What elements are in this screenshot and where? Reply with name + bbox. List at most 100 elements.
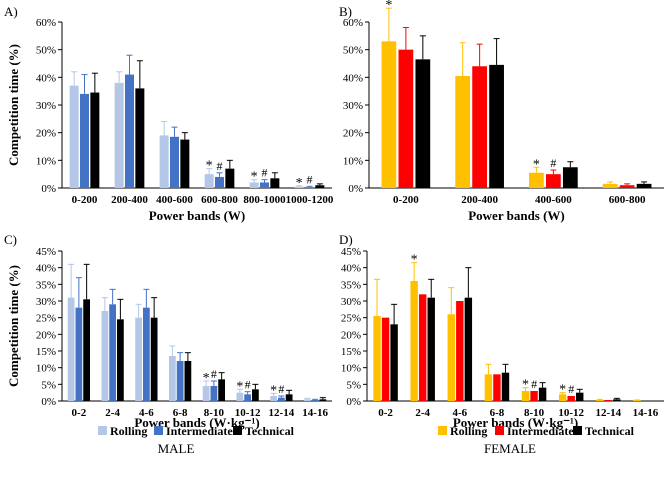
panel-a-bar-rolling <box>294 186 304 188</box>
panel-d-bar-rolling <box>521 391 530 401</box>
panel-d-bar-rolling <box>373 316 381 401</box>
panel-c-ytick-label: 5% <box>41 379 56 391</box>
panel-b-category-label: 600-800 <box>609 194 646 206</box>
panel-c-annotation: * <box>270 383 277 398</box>
panel-a-bar-intermediate <box>80 93 89 188</box>
panel-a-bar-rolling <box>69 85 79 188</box>
panel-d-category-label: 4-6 <box>452 407 467 419</box>
panel-c-bar-intermediate <box>244 394 251 401</box>
panel-c-ytick-label: 15% <box>36 346 56 358</box>
legend-swatch-female-intermediate <box>495 426 504 435</box>
panel-b-bar-intermediate <box>472 66 487 188</box>
panel-b-annotation: * <box>533 157 540 172</box>
panel-b-bar-rolling <box>455 75 471 188</box>
panel-a-bar-technical <box>135 88 145 188</box>
panel-d-category-label: 6-8 <box>490 407 505 419</box>
panel-c-category-label: 2-4 <box>105 407 120 419</box>
panel-b: B) 0% 10% 20% 30% 40% 50% 60% Power bands (W) 0-2… <box>339 0 664 223</box>
panel-b-bar-technical <box>562 167 578 188</box>
panel-a-bar-intermediate <box>260 182 269 188</box>
panel-b-label: B) <box>339 4 352 19</box>
panel-d-label: D) <box>339 232 353 247</box>
panel-a-ytick-label: 0% <box>41 183 56 195</box>
panel-a-category-label: 200-400 <box>111 194 148 206</box>
panel-d-ytick-label: 20% <box>341 329 361 341</box>
panel-c-bar-rolling <box>101 311 109 401</box>
panel-d-bar-technical <box>464 297 473 401</box>
panel-c-category-label: 8-10 <box>204 407 225 419</box>
panel-c-category-label: 6-8 <box>173 407 188 419</box>
legend-swatch-male-intermediate <box>154 426 163 435</box>
panel-d-bar-technical <box>390 324 398 401</box>
panel-d-bar-rolling <box>447 314 455 401</box>
panel-c-bar-rolling <box>236 392 244 401</box>
panel-a-bar-technical <box>225 168 235 188</box>
panel-d-bar-technical <box>576 392 584 401</box>
panel-d-ytick-label: 5% <box>346 379 361 391</box>
panel-a-ytick-label: 50% <box>36 45 56 57</box>
panel-d-bar-rolling <box>558 394 567 401</box>
panel-a-bar-technical <box>90 92 100 188</box>
panel-d-bar-intermediate <box>418 294 427 401</box>
panel-a-ylabel: Competition time (%) <box>6 44 21 166</box>
panel-b-ytick-label: 50% <box>343 45 363 57</box>
panel-b-ytick-label: 10% <box>343 155 363 167</box>
panel-b-bar-intermediate <box>619 185 635 188</box>
panel-c-ytick-label: 0% <box>41 396 56 408</box>
panel-c-ytick-label: 35% <box>36 279 56 291</box>
panel-c-ytick-label: 25% <box>36 313 56 325</box>
panel-c-xlabel: Power bands (W·kg⁻¹) <box>134 415 259 430</box>
panels: A) 0% 10% 20% 30% 40% 50% 60% Competition time (… <box>4 0 664 430</box>
panel-b-bar-rolling <box>529 172 544 188</box>
panel-d-ytick-label: 25% <box>341 313 361 325</box>
legend-label-male-rolling: Rolling <box>110 424 147 438</box>
panel-d-ytick-label: 10% <box>341 363 361 375</box>
legend-male: Rolling Intermediate Technical MALE <box>98 424 295 456</box>
panel-d-bar-technical <box>538 387 547 401</box>
panel-a-annotation: * <box>296 176 303 191</box>
panel-c-bar-rolling <box>303 399 311 401</box>
panel-c-annotation: # <box>245 378 251 392</box>
panel-a-annotation: # <box>217 159 223 173</box>
panel-b-bar-rolling <box>602 183 618 188</box>
legend-label-male-technical: Technical <box>245 424 295 438</box>
panel-c-label: C) <box>4 232 17 247</box>
panel-a-bar-rolling <box>249 182 259 188</box>
panel-d-ytick-label: 30% <box>341 296 361 308</box>
panel-c-bar-intermediate <box>75 307 83 401</box>
panel-c-annotation: * <box>236 379 243 394</box>
panel-a-ytick-label: 40% <box>36 72 56 84</box>
panel-d-ytick-label: 45% <box>341 246 361 258</box>
panel-b-annotation: * <box>385 0 392 13</box>
panel-c-category-label: 0-2 <box>72 407 87 419</box>
panel-a-ytick-label: 10% <box>36 155 56 167</box>
panel-b-ytick-label: 30% <box>343 100 363 112</box>
legend-female: Rolling Intermediate Technical FEMALE <box>438 424 635 456</box>
legend-label-female-intermediate: Intermediate <box>507 424 574 438</box>
panel-a-category-label: 1000-1200 <box>286 194 334 206</box>
panel-a-category-label: 800-1000 <box>243 194 286 206</box>
panel-c-category-label: 4-6 <box>139 407 154 419</box>
panel-b-bar-technical <box>489 64 504 188</box>
legend-group-female: FEMALE <box>484 441 536 456</box>
panel-b-category-label: 400-600 <box>535 194 572 206</box>
panel-d-category-label: 10-12 <box>558 407 584 419</box>
legend-swatch-male-rolling <box>98 426 107 435</box>
panel-a-bar-technical <box>180 139 190 188</box>
panel-b-bar-rolling <box>381 41 397 188</box>
panel-d-category-label: 8-10 <box>524 407 545 419</box>
panel-d-ytick-label: 0% <box>346 396 361 408</box>
panel-a-label: A) <box>4 4 18 19</box>
legend-label-female-rolling: Rolling <box>450 424 487 438</box>
panel-d-ytick-label: 15% <box>341 346 361 358</box>
panel-a-category-label: 400-600 <box>156 194 193 206</box>
panel-d-ytick-label: 35% <box>341 279 361 291</box>
panel-c-annotation: # <box>278 382 284 396</box>
panel-d-annotation: * <box>411 253 418 268</box>
panel-d-category-label: 14-16 <box>633 407 659 419</box>
panel-d-bar-technical <box>427 297 435 401</box>
panel-a-ytick-label: 20% <box>36 128 56 140</box>
panel-a-bar-technical <box>270 178 280 188</box>
panel-b-ytick-label: 20% <box>343 128 363 140</box>
